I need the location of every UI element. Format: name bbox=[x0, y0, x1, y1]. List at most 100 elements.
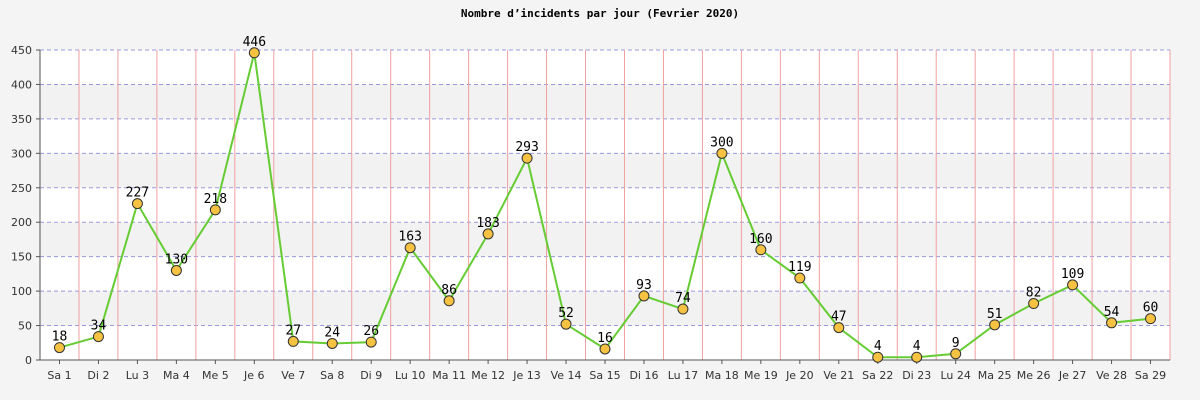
data-label: 54 bbox=[1104, 305, 1120, 320]
y-tick-label: 300 bbox=[11, 147, 32, 160]
x-tick-label: Je 6 bbox=[243, 369, 265, 382]
data-point bbox=[1145, 313, 1157, 325]
data-point bbox=[92, 331, 104, 343]
y-tick-label: 400 bbox=[11, 78, 32, 91]
data-label: 24 bbox=[324, 325, 340, 340]
x-tick-label: Ma 18 bbox=[705, 369, 739, 382]
data-point bbox=[443, 295, 455, 307]
data-label: 26 bbox=[363, 324, 379, 339]
x-tick-label: Ve 14 bbox=[551, 369, 582, 382]
x-tick-label: Sa 29 bbox=[1135, 369, 1166, 382]
plot-band bbox=[40, 222, 1170, 257]
data-labels: 18 34 227 130 218 446 27 24 26 163 86 183 293 52 16 93 7… bbox=[52, 35, 1159, 354]
data-point bbox=[248, 47, 260, 59]
data-label: 119 bbox=[788, 260, 811, 275]
data-point bbox=[326, 337, 338, 349]
data-point bbox=[131, 198, 143, 210]
x-tick-label: Je 27 bbox=[1058, 369, 1087, 382]
data-points bbox=[53, 47, 1157, 363]
x-tick-label: Ve 21 bbox=[823, 369, 854, 382]
data-point bbox=[287, 335, 299, 347]
x-tick-label: Sa 1 bbox=[47, 369, 71, 382]
plot-band bbox=[40, 118, 1170, 154]
data-point bbox=[872, 351, 884, 363]
data-label: 34 bbox=[91, 319, 107, 334]
data-point bbox=[794, 272, 806, 284]
data-label: 9 bbox=[952, 336, 960, 351]
data-label: 27 bbox=[285, 323, 301, 338]
x-tick-labels: Sa 1 Di 2 Lu 3 Ma 4 Me 5 Je 6 Ve 7 Sa 8 Di 9 Lu 1… bbox=[47, 360, 1166, 382]
data-point bbox=[716, 147, 728, 159]
data-point bbox=[755, 244, 767, 256]
data-point bbox=[833, 322, 845, 334]
x-tick-label: Lu 10 bbox=[395, 369, 425, 382]
data-label: 293 bbox=[515, 140, 538, 155]
data-label: 163 bbox=[398, 230, 421, 245]
data-label: 227 bbox=[126, 186, 149, 201]
data-point bbox=[1106, 317, 1118, 329]
data-label: 60 bbox=[1143, 301, 1159, 316]
data-label: 109 bbox=[1061, 267, 1084, 282]
plot-band bbox=[40, 50, 1170, 85]
data-point bbox=[1028, 298, 1040, 310]
data-label: 47 bbox=[831, 310, 847, 325]
y-tick-label: 150 bbox=[11, 251, 32, 264]
data-label: 160 bbox=[749, 232, 772, 247]
data-label: 4 bbox=[913, 339, 921, 354]
x-tick-label: Ma 25 bbox=[978, 369, 1012, 382]
data-label: 218 bbox=[204, 192, 227, 207]
x-tick-label: Me 19 bbox=[744, 369, 778, 382]
x-tick-label: Sa 22 bbox=[862, 369, 893, 382]
y-tick-label: 250 bbox=[11, 182, 32, 195]
y-tick-label: 200 bbox=[11, 216, 32, 229]
data-point bbox=[209, 204, 221, 216]
data-label: 446 bbox=[243, 35, 266, 50]
data-point bbox=[482, 228, 494, 240]
x-tick-label: Je 20 bbox=[785, 369, 814, 382]
data-point bbox=[638, 290, 650, 302]
x-tick-label: Sa 8 bbox=[320, 369, 344, 382]
y-tick-label: 0 bbox=[25, 354, 32, 367]
x-tick-label: Di 2 bbox=[87, 369, 109, 382]
data-point bbox=[404, 242, 416, 254]
y-tick-labels: 0 50 100 150 200 250 300 350 400 450 bbox=[11, 44, 32, 367]
data-label: 16 bbox=[597, 331, 613, 346]
x-tick-label: Je 13 bbox=[512, 369, 541, 382]
x-tick-label: Ma 4 bbox=[163, 369, 190, 382]
plot-bands bbox=[40, 50, 1170, 360]
x-tick-label: Ma 11 bbox=[432, 369, 466, 382]
data-label: 130 bbox=[165, 252, 188, 267]
data-label: 93 bbox=[636, 278, 652, 293]
y-tick-label: 50 bbox=[18, 320, 32, 333]
plot-band bbox=[40, 256, 1170, 292]
data-point bbox=[560, 318, 572, 330]
y-tick-label: 100 bbox=[11, 285, 32, 298]
chart-title: Nombre d’incidents par jour (Fevrier 202… bbox=[461, 7, 739, 20]
data-point bbox=[1067, 279, 1079, 291]
data-label: 18 bbox=[52, 330, 68, 345]
y-tick-label: 350 bbox=[11, 113, 32, 126]
data-label: 300 bbox=[710, 135, 733, 150]
x-tick-label: Ve 28 bbox=[1096, 369, 1127, 382]
x-tick-label: Lu 3 bbox=[126, 369, 149, 382]
plot-band bbox=[40, 153, 1170, 188]
x-tick-label: Di 23 bbox=[902, 369, 931, 382]
data-label: 82 bbox=[1026, 286, 1042, 301]
x-tick-label: Me 26 bbox=[1017, 369, 1051, 382]
data-point bbox=[170, 264, 182, 276]
data-label: 52 bbox=[558, 306, 574, 321]
x-tick-label: Me 5 bbox=[202, 369, 229, 382]
data-label: 4 bbox=[874, 339, 882, 354]
data-point bbox=[950, 348, 962, 360]
data-point bbox=[53, 342, 65, 354]
y-tick-label: 450 bbox=[11, 44, 32, 57]
data-label: 74 bbox=[675, 291, 691, 306]
x-tick-label: Ve 7 bbox=[281, 369, 305, 382]
data-point bbox=[599, 343, 611, 355]
x-tick-label: Lu 17 bbox=[668, 369, 698, 382]
plot-band bbox=[40, 291, 1170, 326]
data-point bbox=[911, 351, 923, 363]
plot-band bbox=[40, 187, 1170, 223]
